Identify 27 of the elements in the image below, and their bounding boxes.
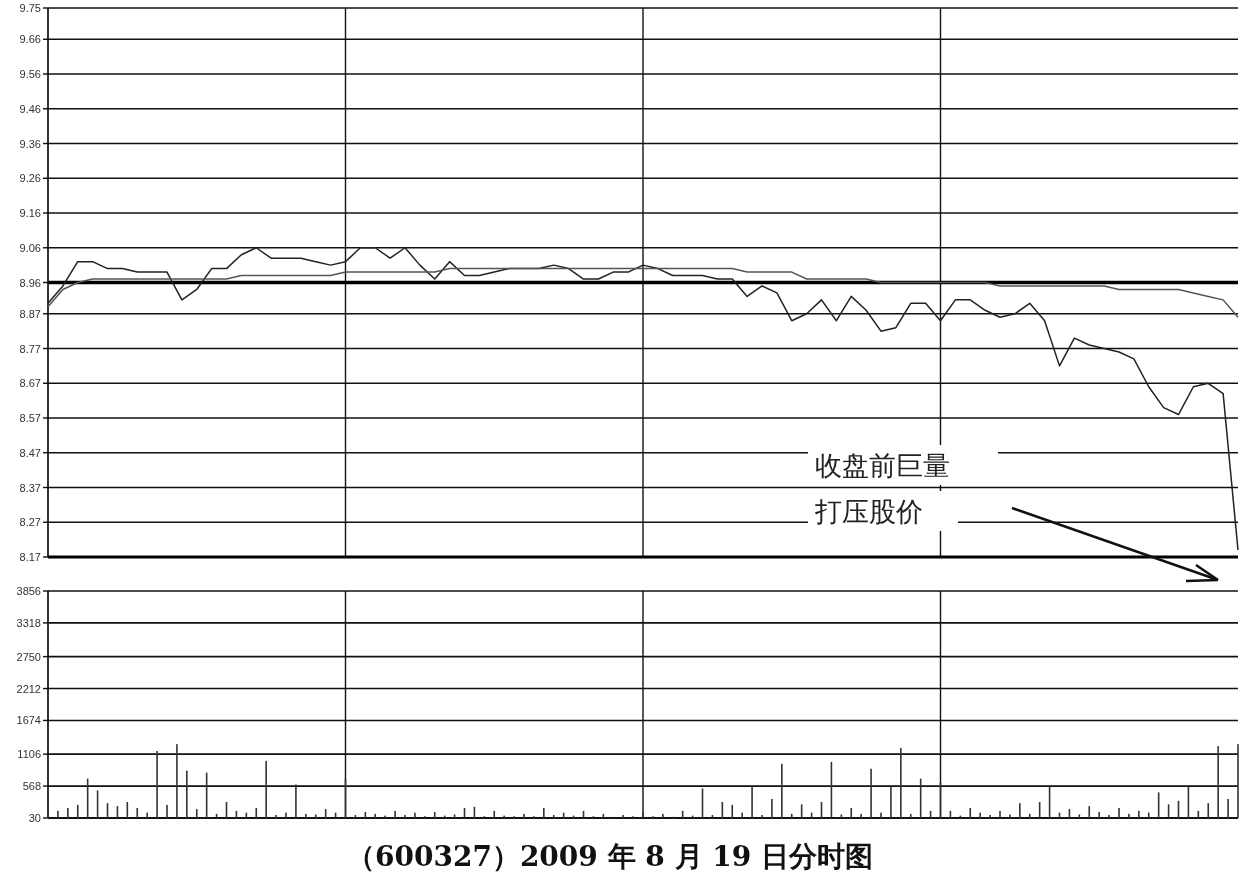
y-tick-label: 2750 [16, 650, 41, 663]
annotation: 收盘前巨量打压股价 [814, 450, 950, 527]
y-tick-label: 8.47 [19, 446, 41, 459]
y-tick-label: 3856 [16, 585, 41, 597]
y-tick-label: 9.16 [19, 207, 41, 220]
y-tick-label: 9.66 [19, 33, 41, 46]
y-tick-label: 8.37 [19, 481, 41, 494]
y-tick-label: 9.75 [19, 2, 41, 14]
y-tick-label: 9.26 [19, 172, 41, 185]
y-tick-label: 9.46 [19, 102, 41, 115]
y-tick-label: 8.77 [19, 342, 41, 355]
y-tick-label: 1106 [17, 748, 41, 761]
y-tick-label: 8.67 [19, 377, 41, 390]
y-tick-label: 8.27 [19, 516, 41, 529]
y-tick-label: 2212 [16, 682, 41, 695]
y-tick-label: 8.96 [19, 276, 41, 289]
y-tick-label: 1674 [16, 714, 41, 727]
y-tick-label: 9.56 [19, 68, 41, 81]
y-tick-label: 8.87 [19, 307, 41, 320]
y-tick-label: 8.17 [19, 551, 41, 563]
y-tick-label: 3318 [16, 616, 41, 629]
text: （600327）2009 年 8 月 19 日分时图 [346, 840, 874, 873]
y-tick-label: 30 [28, 812, 41, 824]
y-tick-label: 8.57 [19, 412, 41, 425]
y-tick-label: 9.06 [19, 241, 41, 254]
y-tick-label: 9.36 [19, 137, 41, 150]
y-tick-label: 568 [22, 780, 41, 793]
